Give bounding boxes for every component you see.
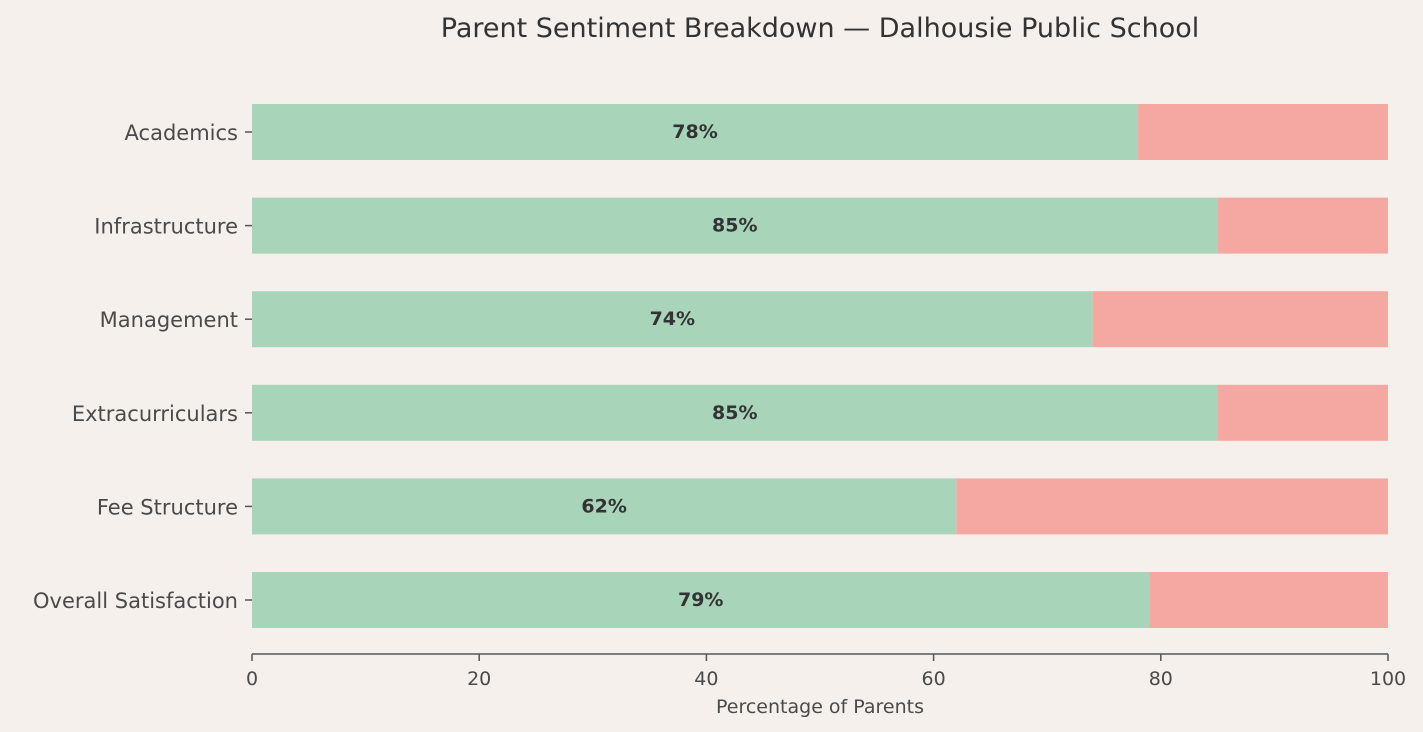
bar-segment-positive-5 xyxy=(252,572,1150,628)
x-axis-ticks: 0 20 40 60 80 100 xyxy=(246,654,1406,690)
category-label: Overall Satisfaction xyxy=(33,589,238,613)
bar-segment-positive-3 xyxy=(252,384,1218,441)
category-label: Extracurriculars xyxy=(72,402,238,426)
category-label: Infrastructure xyxy=(94,215,238,239)
x-tick-label: 20 xyxy=(467,668,491,690)
x-tick-label: 40 xyxy=(694,668,718,690)
bar-segment-positive-1 xyxy=(252,197,1218,254)
x-tick-label: 0 xyxy=(246,668,258,690)
bar-segment-negative-2 xyxy=(1092,291,1388,348)
bar-segment-positive-0 xyxy=(252,104,1139,160)
category-labels: Academics Infrastructure Management Extracu… xyxy=(33,121,252,613)
category-label: Management xyxy=(100,308,238,332)
bar-segment-negative-4 xyxy=(956,478,1388,535)
bar-segment-positive-4 xyxy=(252,478,957,535)
bar-segment-negative-0 xyxy=(1138,104,1388,160)
bar-segment-negative-3 xyxy=(1217,384,1388,441)
bar-segment-positive-2 xyxy=(252,291,1093,348)
data-label: 85% xyxy=(712,402,757,424)
data-labels: 78% 85% 74% 85% 62% 79% xyxy=(581,121,757,611)
bar-segment-negative-1 xyxy=(1217,197,1388,254)
x-tick-label: 80 xyxy=(1149,668,1173,690)
data-label: 62% xyxy=(581,495,626,517)
data-label: 74% xyxy=(650,308,695,330)
x-tick-label: 100 xyxy=(1370,668,1406,690)
chart-title: Parent Sentiment Breakdown — Dalhousie P… xyxy=(441,13,1199,44)
data-label: 78% xyxy=(672,121,717,143)
x-tick-label: 60 xyxy=(922,668,946,690)
category-label: Fee Structure xyxy=(97,495,238,519)
data-label: 79% xyxy=(678,589,723,611)
bars-group xyxy=(252,104,1388,628)
category-label: Academics xyxy=(125,121,238,145)
bar-segment-negative-5 xyxy=(1149,572,1388,628)
x-axis-label: Percentage of Parents xyxy=(716,696,924,718)
data-label: 85% xyxy=(712,215,757,237)
